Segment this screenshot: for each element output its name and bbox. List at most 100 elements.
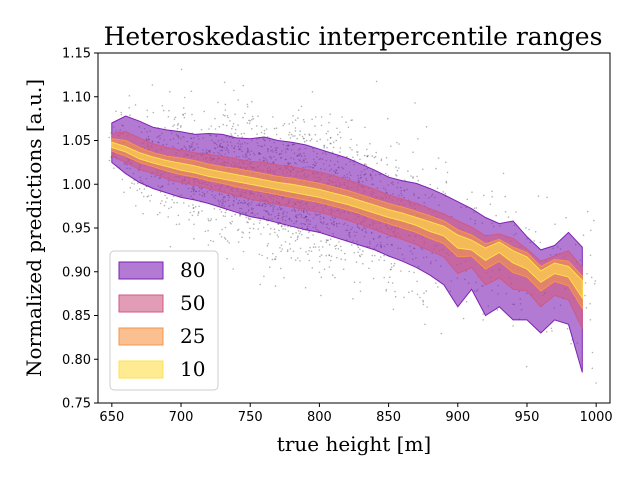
scatter-point (328, 254, 331, 257)
scatter-point (246, 122, 249, 124)
scatter-point (173, 124, 176, 126)
scatter-point (237, 228, 240, 231)
scatter-point (161, 200, 163, 202)
scatter-point (320, 276, 323, 279)
scatter-point (349, 146, 351, 149)
scatter-point (193, 237, 195, 240)
scatter-point (341, 116, 343, 118)
scatter-point (296, 238, 299, 241)
scatter-point (263, 275, 265, 278)
scatter-point (224, 114, 226, 117)
scatter-point (191, 113, 193, 116)
scatter-point (307, 237, 310, 239)
scatter-point (290, 133, 293, 136)
scatter-point (429, 183, 432, 186)
scatter-point (245, 216, 248, 219)
scatter-point (462, 317, 465, 320)
scatter-point (212, 240, 214, 243)
scatter-point (416, 293, 419, 296)
y-tick-label: 0.80 (62, 353, 91, 368)
scatter-point (593, 283, 596, 285)
scatter-point (115, 110, 117, 113)
scatter-point (108, 136, 110, 139)
scatter-point (257, 115, 259, 117)
scatter-point (362, 262, 364, 265)
scatter-point (133, 183, 135, 185)
scatter-point (299, 130, 302, 132)
scatter-point (179, 126, 182, 128)
scatter-point (170, 206, 173, 208)
scatter-point (355, 261, 358, 263)
scatter-point (371, 155, 374, 157)
scatter-point (414, 102, 416, 104)
scatter-point (589, 319, 592, 321)
scatter-point (584, 282, 587, 284)
scatter-point (465, 300, 468, 303)
scatter-point (444, 192, 447, 195)
scatter-point (357, 246, 360, 249)
scatter-point (351, 149, 353, 151)
scatter-point (326, 139, 329, 141)
scatter-point (284, 241, 287, 243)
scatter-point (325, 132, 328, 135)
scatter-point (207, 229, 209, 232)
scatter-point (489, 203, 492, 206)
scatter-point (261, 254, 263, 257)
scatter-point (174, 116, 177, 119)
scatter-point (208, 128, 210, 130)
scatter-point (359, 290, 362, 293)
scatter-point (266, 257, 269, 259)
scatter-point (263, 132, 266, 135)
scatter-point (350, 138, 352, 141)
scatter-point (224, 103, 227, 106)
scatter-point (176, 124, 179, 126)
x-tick-label: 700 (169, 410, 194, 425)
scatter-point (129, 186, 132, 189)
scatter-point (359, 255, 362, 258)
scatter-point (277, 236, 280, 238)
scatter-point (320, 116, 323, 118)
scatter-point (192, 206, 195, 209)
scatter-point (296, 236, 299, 239)
scatter-point (178, 223, 181, 225)
scatter-point (255, 125, 258, 127)
scatter-point (219, 233, 221, 235)
scatter-point (274, 258, 277, 261)
scatter-point (182, 114, 185, 116)
scatter-point (286, 249, 289, 251)
scatter-point (445, 161, 447, 164)
scatter-point (340, 245, 342, 248)
scatter-point (142, 212, 144, 215)
scatter-point (214, 128, 217, 130)
scatter-point (422, 299, 424, 302)
scatter-point (231, 220, 233, 223)
scatter-point (175, 223, 178, 226)
scatter-point (417, 138, 419, 140)
scatter-point (383, 254, 385, 257)
scatter-point (325, 239, 328, 241)
scatter-point (410, 175, 412, 177)
scatter-point (361, 253, 363, 256)
scatter-point (366, 148, 368, 151)
scatter-point (411, 290, 414, 292)
scatter-point (394, 295, 397, 298)
scatter-point (582, 234, 585, 236)
scatter-point (357, 251, 359, 253)
scatter-point (131, 182, 133, 184)
legend-swatch-50 (118, 294, 164, 313)
scatter-point (337, 133, 339, 136)
scatter-point (311, 118, 313, 120)
scatter-point (266, 244, 269, 247)
scatter-point (308, 259, 311, 262)
scatter-point (276, 234, 279, 236)
scatter-point (249, 227, 251, 230)
scatter-point (303, 140, 306, 143)
scatter-point (525, 365, 528, 368)
scatter-point (302, 118, 305, 121)
scatter-point (289, 137, 292, 139)
scatter-point (365, 164, 368, 166)
scatter-point (366, 155, 369, 158)
scatter-point (328, 244, 331, 246)
scatter-point (192, 207, 195, 209)
